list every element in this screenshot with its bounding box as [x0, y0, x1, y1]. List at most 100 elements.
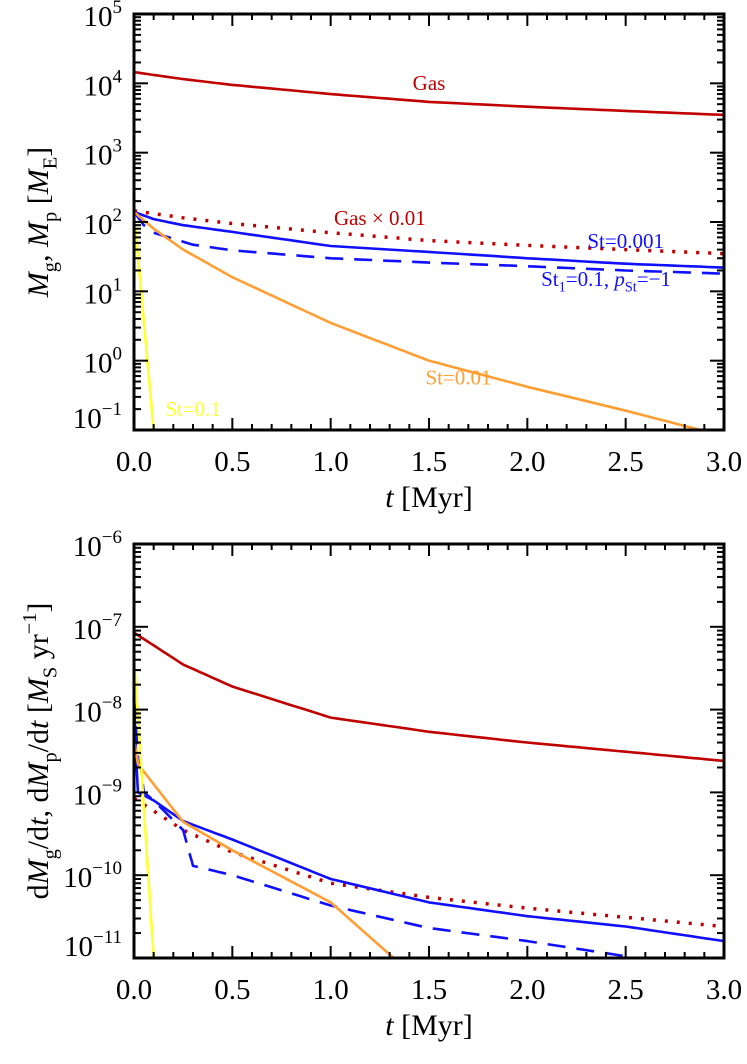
- tick-base: 10: [84, 1, 113, 33]
- x-tick-label: 1.0: [313, 446, 349, 478]
- y-tick-label: 105: [84, 0, 123, 33]
- series-line-gas: [134, 70, 724, 117]
- series-line-st-0-1: [134, 657, 155, 958]
- tick-exponent: −11: [93, 927, 122, 948]
- y-tick-label: 104: [84, 66, 123, 102]
- tick-exponent: 0: [113, 344, 123, 365]
- text-segment: S: [39, 667, 61, 678]
- text-segment: [: [22, 194, 55, 212]
- y-tick-label: 101: [84, 274, 123, 310]
- series-annotation: St=0.1: [165, 397, 221, 421]
- y-tick-label: 10−6: [73, 527, 122, 563]
- text-segment: E: [39, 157, 61, 169]
- text-segment: St: [541, 267, 559, 291]
- text-segment: ,: [22, 247, 55, 262]
- x-tick-label: 0.0: [116, 974, 152, 1006]
- y-tick-label: 102: [84, 205, 123, 241]
- text-segment: ]: [22, 147, 55, 157]
- tick-exponent: −9: [102, 775, 122, 796]
- y-tick-label: 10−11: [64, 927, 122, 963]
- tick-exponent: 5: [113, 0, 123, 18]
- y-tick-label: 10−8: [73, 693, 122, 729]
- text-segment: M: [22, 167, 55, 195]
- tick-base: 10: [73, 614, 102, 646]
- y-axis-title: dMg/dt, dMp/dt [MS yr−1]: [19, 603, 61, 900]
- text-segment: [Myr]: [394, 1009, 473, 1042]
- text-segment: t: [385, 1009, 394, 1042]
- text-segment: , d: [22, 788, 55, 818]
- text-segment: St=0.001: [587, 229, 664, 253]
- series-annotation: St=0.01: [425, 366, 491, 390]
- x-tick-label: 0.5: [214, 974, 250, 1006]
- x-tick-label: 1.5: [411, 446, 447, 478]
- tick-base: 10: [73, 779, 102, 811]
- series-line-st1-0-1-pst-1: [134, 211, 724, 275]
- series-line-st-0-01: [134, 210, 701, 430]
- text-segment: −1: [19, 613, 41, 635]
- series-annotation: Gas: [413, 71, 446, 95]
- x-tick-label: 2.0: [509, 974, 545, 1006]
- text-segment: =−1: [637, 267, 671, 291]
- tick-exponent: 3: [113, 136, 123, 157]
- text-segment: p: [612, 267, 625, 291]
- tick-base: 10: [84, 209, 113, 241]
- text-segment: M: [22, 857, 55, 885]
- x-tick-label: 3.0: [706, 974, 742, 1006]
- y-tick-label: 103: [84, 136, 123, 172]
- text-segment: g: [39, 262, 61, 272]
- series-annotation: Gas × 0.01: [334, 206, 426, 230]
- x-tick-label: 2.5: [608, 446, 644, 478]
- tick-base: 10: [84, 140, 113, 172]
- tick-exponent: −8: [102, 693, 122, 714]
- text-segment: Gas × 0.01: [334, 206, 426, 230]
- panel-2: 0.0 0.5 1.0 1.5 2.0 2.5 3.010−610−710−810−910−…: [19, 527, 742, 1042]
- panel-1: 0.0 0.5 1.0 1.5 2.0 2.5 3.01051041031021011001…: [22, 0, 742, 514]
- tick-base: 10: [84, 348, 113, 380]
- tick-base: 10: [73, 403, 102, 435]
- series-line-st-0-001: [134, 697, 724, 943]
- tick-exponent: −7: [102, 610, 122, 631]
- text-segment: M: [22, 676, 55, 704]
- series-annotation: St=0.001: [587, 229, 664, 253]
- x-tick-label: 2.5: [608, 974, 644, 1006]
- tick-base: 10: [63, 862, 92, 894]
- text-segment: t: [22, 720, 55, 729]
- text-segment: St=0.1: [165, 397, 221, 421]
- tick-base: 10: [64, 931, 93, 963]
- y-tick-label: 10−9: [73, 775, 122, 811]
- y-tick-label: 10−1: [73, 399, 122, 435]
- text-segment: St=0.01: [425, 366, 491, 390]
- y-axis-title: Mg, Mp [ME]: [22, 147, 61, 298]
- y-tick-label: 10−10: [63, 858, 122, 894]
- tick-exponent: 4: [113, 66, 123, 87]
- text-segment: [: [22, 703, 55, 721]
- text-segment: p: [39, 752, 61, 762]
- text-segment: 1: [559, 280, 566, 296]
- y-tick-label: 10−7: [73, 610, 122, 646]
- series-annotation: St1=0.1, pSt=−1: [541, 267, 671, 296]
- series-line-st-0-1: [134, 211, 155, 430]
- series-line-st-0-001: [134, 210, 724, 269]
- tick-base: 10: [84, 70, 113, 102]
- series-line-gas: [134, 631, 724, 763]
- x-tick-label: 0.5: [214, 446, 250, 478]
- x-tick-label: 3.0: [706, 446, 742, 478]
- x-axis-title: t [Myr]: [385, 481, 473, 514]
- tick-exponent: −6: [102, 527, 122, 548]
- text-segment: [Myr]: [394, 481, 473, 514]
- x-tick-label: 2.0: [509, 446, 545, 478]
- y-tick-label: 100: [84, 344, 123, 380]
- text-segment: M: [22, 270, 55, 298]
- text-segment: Gas: [413, 71, 446, 95]
- tick-exponent: 2: [113, 205, 123, 226]
- series-line-gas-0-01: [134, 796, 724, 929]
- text-segment: /d: [22, 729, 55, 752]
- tick-base: 10: [84, 278, 113, 310]
- x-tick-label: 1.0: [313, 974, 349, 1006]
- text-segment: d: [22, 884, 55, 899]
- text-segment: ]: [22, 603, 55, 613]
- text-segment: t: [22, 817, 55, 826]
- tick-base: 10: [73, 697, 102, 729]
